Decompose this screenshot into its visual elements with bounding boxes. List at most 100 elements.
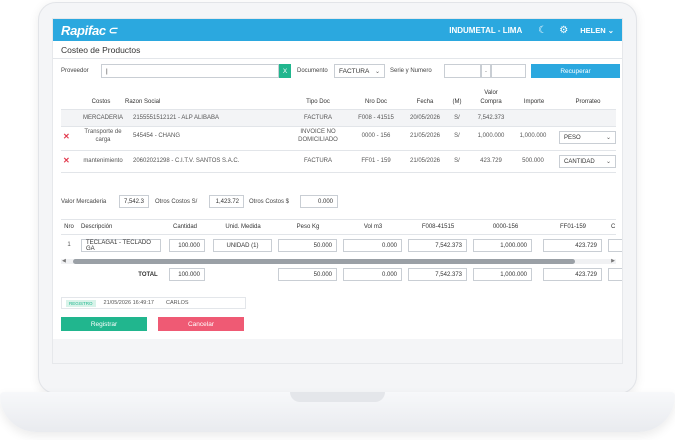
unid-medida-field[interactable]: UNIDAD (1) [213,239,272,252]
scroll-thumb[interactable] [73,259,575,264]
registro-info: REGISTRO 21/05/2026 16:49:17 CARLOS [61,297,246,309]
col-0000: 0000-156 [492,224,519,230]
cell-costo: MERCADERIA [82,115,123,121]
col-vol: Vol m3 [363,224,383,230]
cell-costo-line1: Transporte de [84,129,122,135]
proveedor-input[interactable]: | [101,64,279,78]
cell-m: S/ [454,115,460,121]
registro-user: CARLOS [165,300,189,306]
company-name[interactable]: INDUMETAL - LIMA [449,25,523,35]
otros-costos-dolares-field[interactable]: 0.000 [300,195,338,208]
clear-proveedor-button[interactable]: X [279,64,291,78]
col-m: (M) [452,99,462,105]
ff01-field[interactable]: 423.729 [543,239,602,252]
logo-mark-icon: ⊂ [107,24,117,37]
valor-mercaderia-label: Valor Mercaderia [61,199,107,205]
cell-fecha: 21/05/2026 [409,158,441,164]
horizontal-scrollbar[interactable]: ◀ ▶ [61,258,616,264]
prorrateo-select[interactable]: CANTIDAD ⌄ [559,155,616,168]
cantidad-field[interactable]: 100.000 [169,239,205,252]
cell-razon: 545454 - CHANG [133,133,181,139]
total-ff01: 423.729 [543,268,602,281]
col-fecha: Fecha [416,99,434,105]
cell-tipo: FACTURA [303,158,332,164]
chevron-down-icon: ⌄ [607,25,614,35]
extra-field[interactable] [608,239,622,252]
col-extra: C [611,224,616,230]
col-prorrateo: Prorrateo [575,99,601,105]
recuperar-button[interactable]: Recuperar [531,64,620,78]
serie-label: Serie y Numero [390,68,432,74]
chevron-down-icon: ⌄ [605,159,611,165]
cell-importe: 1,000.000 [519,133,547,139]
serie-input[interactable] [444,64,481,78]
f008-field[interactable]: 7,542.373 [408,239,467,252]
row-divider [61,126,616,127]
cell-costo: mantenimiento [83,158,123,164]
documento-label: Documento [297,68,328,74]
documento-value: FACTURA [339,67,370,75]
user-name: HELEN [580,25,606,35]
otros-costos-soles-field[interactable]: 1,423.72 [209,195,244,208]
valor-mercaderia-field[interactable]: 7,542.3 [119,195,149,208]
total-cantidad: 100.000 [169,268,205,281]
cell-costo-line2: carga [95,137,111,143]
cell-tipo-line2: DOMICILIADO [298,137,338,143]
screen-bottom-area [53,339,622,363]
user-menu[interactable]: HELEN ⌄ [580,26,614,35]
products-top-divider [61,219,616,220]
delete-row-icon[interactable]: ✕ [63,156,70,165]
col-costos: Costos [91,99,111,105]
peso-field[interactable]: 50.000 [278,239,337,252]
cell-compra: 1,000.000 [477,133,505,139]
0000-field[interactable]: 1,000.000 [473,239,532,252]
cancelar-button[interactable]: Cancelar [158,317,244,331]
col-tipo-doc: Tipo Doc [306,99,330,105]
app-screen: Rapifac ⊂ INDUMETAL - LIMA ☾ ⚙ HELEN ⌄ C… [52,18,623,364]
otros-costos-dolares-label: Otros Costos $ [249,199,290,205]
table-row [61,110,616,126]
top-bar: Rapifac ⊂ INDUMETAL - LIMA ☾ ⚙ HELEN ⌄ [53,19,622,41]
numero-input[interactable] [491,64,526,78]
vol-field[interactable]: 0.000 [343,239,402,252]
cell-fecha: 21/05/2026 [409,133,441,139]
registro-badge: REGISTRO [66,299,96,307]
row-divider [61,150,616,151]
cell-fecha: 20/05/2026 [409,115,441,121]
cell-compra: 423.729 [480,158,502,164]
cell-tipo-line1: INVOICE NO [300,129,336,135]
gear-icon[interactable]: ⚙ [559,24,569,36]
col-importe: Importe [523,99,545,105]
app-logo[interactable]: Rapifac ⊂ [61,23,117,38]
prorrateo-value: CANTIDAD [564,158,595,165]
total-vol: 0.000 [343,268,402,281]
otros-costos-soles-label: Otros Costos S/ [155,199,198,205]
chevron-down-icon: ⌄ [374,68,380,75]
scroll-left-icon[interactable]: ◀ [62,258,66,264]
col-peso: Peso Kg [296,224,320,230]
documento-select[interactable]: FACTURA ⌄ [334,64,385,78]
total-extra [608,268,622,281]
title-divider [53,58,622,59]
prorrateo-select[interactable]: PESO ⌄ [559,131,616,144]
total-label: TOTAL [138,272,158,278]
chevron-down-icon: ⌄ [605,135,611,141]
scroll-right-icon[interactable]: ▶ [611,258,615,264]
col-cantidad: Cantidad [172,224,198,230]
col-f008: F008-41515 [421,224,455,230]
col-valor: Valor [484,90,498,96]
descripcion-field[interactable]: TECLAGA1 - TECLADO GA [81,239,161,252]
total-peso: 50.000 [278,268,337,281]
cell-nro: F008 - 41515 [358,115,394,121]
serie-separator: - [481,64,491,78]
col-razon-social: Razon Social [125,99,161,105]
row-divider [61,172,616,173]
cell-nro: 0000 - 156 [361,133,391,139]
registrar-button[interactable]: Registrar [61,317,147,331]
delete-row-icon[interactable]: ✕ [63,132,70,141]
page-title: Costeo de Productos [61,45,141,55]
laptop-notch [290,392,385,402]
col-compra: Compra [480,99,502,105]
moon-icon[interactable]: ☾ [538,24,548,36]
